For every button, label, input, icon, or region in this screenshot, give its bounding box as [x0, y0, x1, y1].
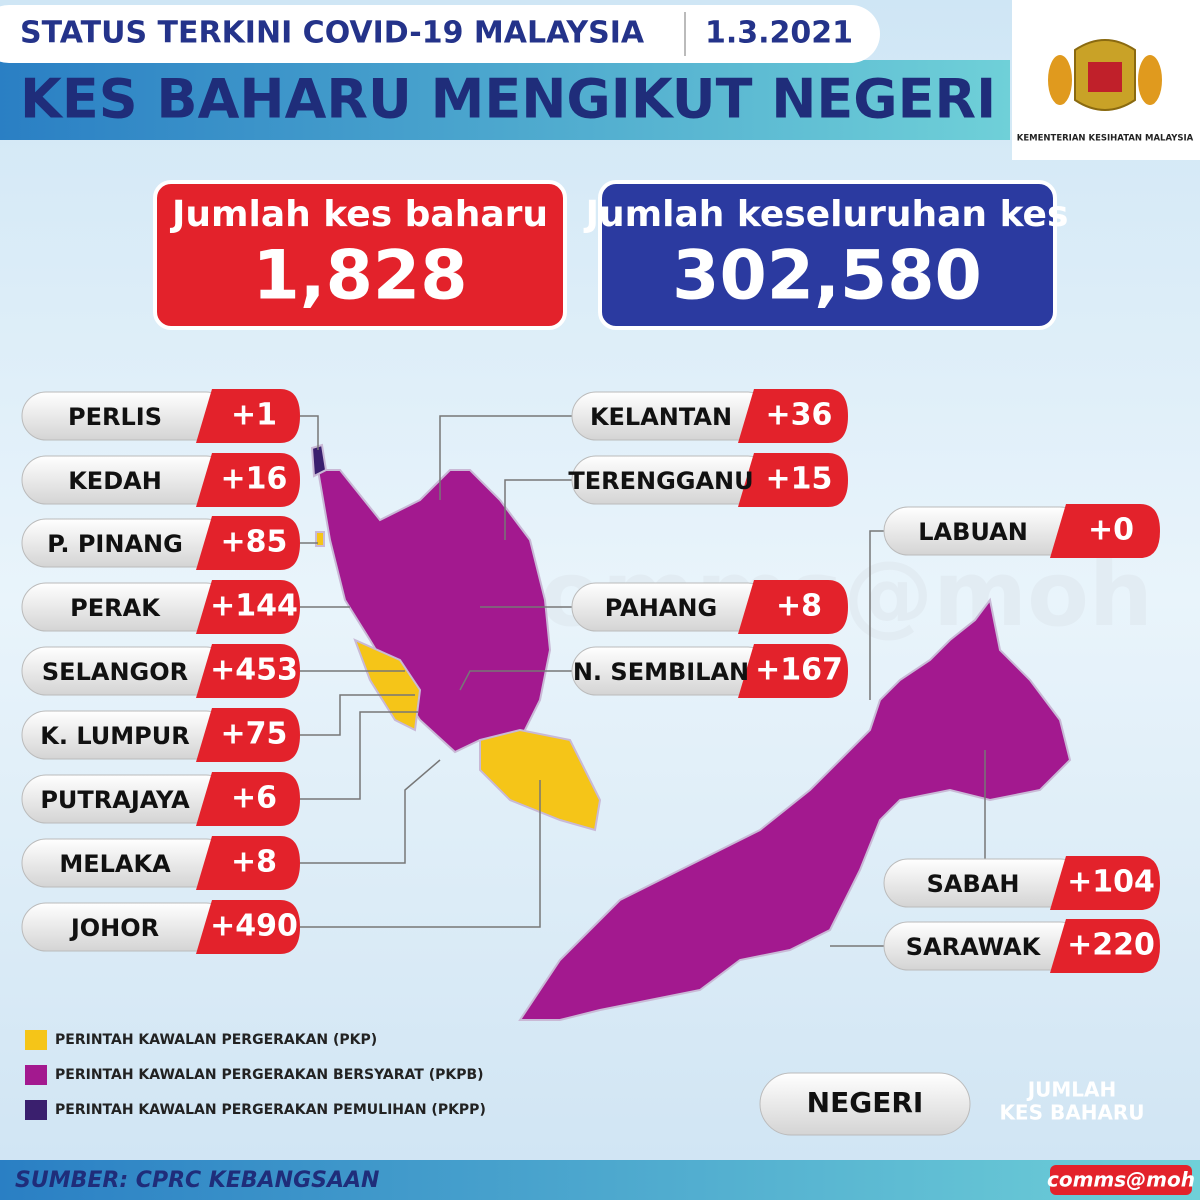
- source: SUMBER: CPRC KEBANGSAAN: [15, 1168, 379, 1193]
- connector: [439, 415, 572, 500]
- state-value: +1: [231, 398, 277, 433]
- connector: [300, 780, 541, 928]
- state-name: SELANGOR: [42, 658, 188, 686]
- footer-band: [0, 1160, 1200, 1200]
- connector: [300, 415, 319, 450]
- state-value: +453: [210, 653, 298, 688]
- connector: [459, 670, 572, 691]
- state-value-pill: [738, 453, 848, 507]
- state-value-pill: [196, 836, 300, 890]
- state-value-pill: [1050, 919, 1160, 973]
- connector: [504, 479, 572, 540]
- key-value-line: JUMLAH: [1026, 1078, 1117, 1102]
- legend-label: PERINTAH KAWALAN PERGERAKAN PEMULIHAN (P…: [55, 1102, 486, 1118]
- connector: [300, 711, 418, 800]
- state-value: +15: [766, 462, 833, 497]
- state-value-pill: [196, 389, 300, 443]
- key-name-pill: [759, 1072, 971, 1136]
- state-value-pill: [196, 900, 300, 954]
- connector: [300, 759, 441, 864]
- date: 1.3.2021: [705, 16, 853, 51]
- state-value-pill: [196, 644, 300, 698]
- legend-swatch: [25, 1030, 47, 1050]
- selangor-area: [353, 638, 422, 732]
- logo-tiger: [1048, 55, 1072, 105]
- state-name: KELANTAN: [590, 403, 732, 431]
- state-value: +144: [210, 589, 298, 624]
- state-value: +490: [210, 909, 298, 944]
- state-value-pill: [1050, 856, 1160, 910]
- logo-text: KEMENTERIAN KESIHATAN MALAYSIA: [1017, 134, 1194, 144]
- state-name: PUTRAJAYA: [40, 786, 190, 814]
- new-cases-box: [153, 180, 567, 330]
- state-value: +75: [221, 717, 288, 752]
- credit: comms@moh: [1047, 1168, 1195, 1192]
- key-name: NEGERI: [807, 1086, 924, 1119]
- state-name: N. SEMBILAN: [573, 658, 749, 686]
- state-value-pill: [1050, 504, 1160, 558]
- state-name: KEDAH: [68, 467, 162, 495]
- new-cases-value: 1,828: [252, 237, 467, 316]
- state-name: LABUAN: [918, 518, 1028, 546]
- state-value: +167: [755, 653, 843, 688]
- state-value: +36: [766, 398, 833, 433]
- key-value-line: KES BAHARU: [999, 1101, 1144, 1125]
- status-text: STATUS TERKINI COVID-19 MALAYSIA: [20, 16, 645, 51]
- state-name: P. PINANG: [47, 530, 183, 558]
- total-cases-value: 302,580: [672, 237, 982, 316]
- state-name: PERAK: [70, 594, 161, 622]
- state-value-pill: [196, 516, 300, 570]
- state-value: +104: [1067, 865, 1155, 900]
- state-name: K. LUMPUR: [40, 722, 189, 750]
- new-cases-label: Jumlah kes baharu: [169, 194, 548, 235]
- state-value: +85: [221, 525, 288, 560]
- state-value: +8: [776, 589, 822, 624]
- state-value: +16: [221, 462, 288, 497]
- state-name: JOHOR: [69, 914, 159, 942]
- state-value: +8: [231, 845, 277, 880]
- legend-label: PERINTAH KAWALAN PERGERAKAN (PKP): [55, 1032, 377, 1048]
- state-name: TERENGGANU: [568, 467, 753, 495]
- header-band: [0, 60, 1010, 140]
- state-name: SABAH: [927, 870, 1020, 898]
- status-pill: [0, 5, 880, 63]
- logo-inner: [1088, 62, 1122, 92]
- state-value-pill: [196, 580, 300, 634]
- state-name: PERLIS: [68, 403, 162, 431]
- state-value: +0: [1088, 513, 1134, 548]
- state-value: +6: [231, 781, 277, 816]
- state-value-pill: [738, 644, 848, 698]
- penang-area: [315, 531, 325, 547]
- state-value-pill: [738, 389, 848, 443]
- state-name: SARAWAK: [906, 933, 1042, 961]
- state-value-pill: [196, 772, 300, 826]
- state-name: MELAKA: [59, 850, 171, 878]
- map: [310, 443, 1072, 1021]
- state-value-pill: [738, 580, 848, 634]
- connector: [300, 694, 415, 736]
- state-value: +220: [1067, 928, 1155, 963]
- total-cases-label: Jumlah keseluruhan kes: [583, 194, 1069, 235]
- borneo: [518, 597, 1072, 1021]
- legend-swatch: [25, 1100, 47, 1120]
- state-value-pill: [196, 708, 300, 762]
- logo-tiger: [1138, 55, 1162, 105]
- total-cases-box: [598, 180, 1057, 330]
- legend-label: PERINTAH KAWALAN PERGERAKAN BERSYARAT (P…: [55, 1067, 484, 1083]
- state-value-pill: [196, 453, 300, 507]
- connector: [869, 530, 884, 700]
- legend-swatch: [25, 1065, 47, 1085]
- title: KES BAHARU MENGIKUT NEGERI: [20, 68, 996, 131]
- state-name: PAHANG: [605, 594, 717, 622]
- credit-box: [1050, 1165, 1192, 1195]
